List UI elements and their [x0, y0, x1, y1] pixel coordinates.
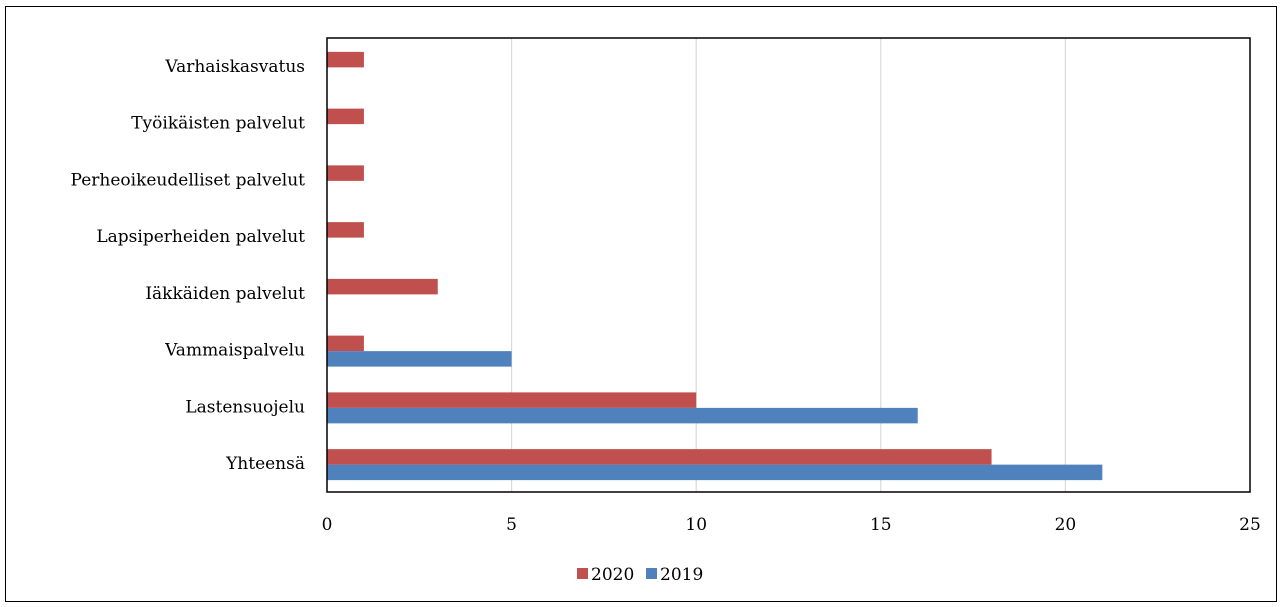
legend-swatch-2019 [646, 568, 657, 579]
bar-2020-5 [327, 335, 364, 352]
bar-2020-3 [327, 222, 364, 238]
bar-2020-7 [327, 449, 992, 465]
bar-2020-6 [327, 392, 697, 408]
plot-area [326, 37, 1251, 493]
bar-2020-2 [327, 165, 364, 181]
legend-label-2020: 2020 [591, 565, 634, 585]
bar-2019-5 [327, 351, 512, 367]
plot-border [326, 37, 1251, 493]
legend: 2020 2019 [577, 565, 703, 585]
category-label: Iäkkäiden palvelut [145, 284, 305, 304]
x-tick-label: 5 [506, 515, 517, 535]
x-tick-label: 10 [685, 515, 707, 535]
bars [327, 51, 1103, 481]
x-tick-label: 20 [1055, 515, 1077, 535]
category-label: Varhaiskasvatus [164, 57, 305, 77]
category-label: Yhteensä [225, 454, 305, 474]
category-label: Vammaispalvelu [164, 341, 305, 361]
category-label: Lapsiperheiden palvelut [96, 227, 305, 247]
legend-label-2019: 2019 [660, 565, 703, 585]
bar-2019-7 [327, 464, 1103, 481]
x-tick-label: 15 [870, 515, 892, 535]
x-tick-label: 25 [1239, 515, 1261, 535]
legend-swatch-2020 [577, 568, 588, 579]
bar-2019-6 [327, 407, 918, 424]
category-label: Lastensuojelu [185, 397, 305, 417]
category-label: Perheoikeudelliset palvelut [71, 170, 306, 190]
x-tick-labels: 0 5 10 15 20 25 [322, 515, 1261, 535]
bar-2020-1 [327, 108, 364, 125]
x-tick-label: 0 [322, 515, 333, 535]
category-labels: Varhaiskasvatus Työikäisten palvelut Perhe… [71, 57, 306, 474]
gridlines [511, 38, 1067, 492]
bar-2020-4 [327, 278, 438, 295]
bar-2020-0 [327, 51, 364, 68]
category-label: Työikäisten palvelut [131, 114, 305, 134]
